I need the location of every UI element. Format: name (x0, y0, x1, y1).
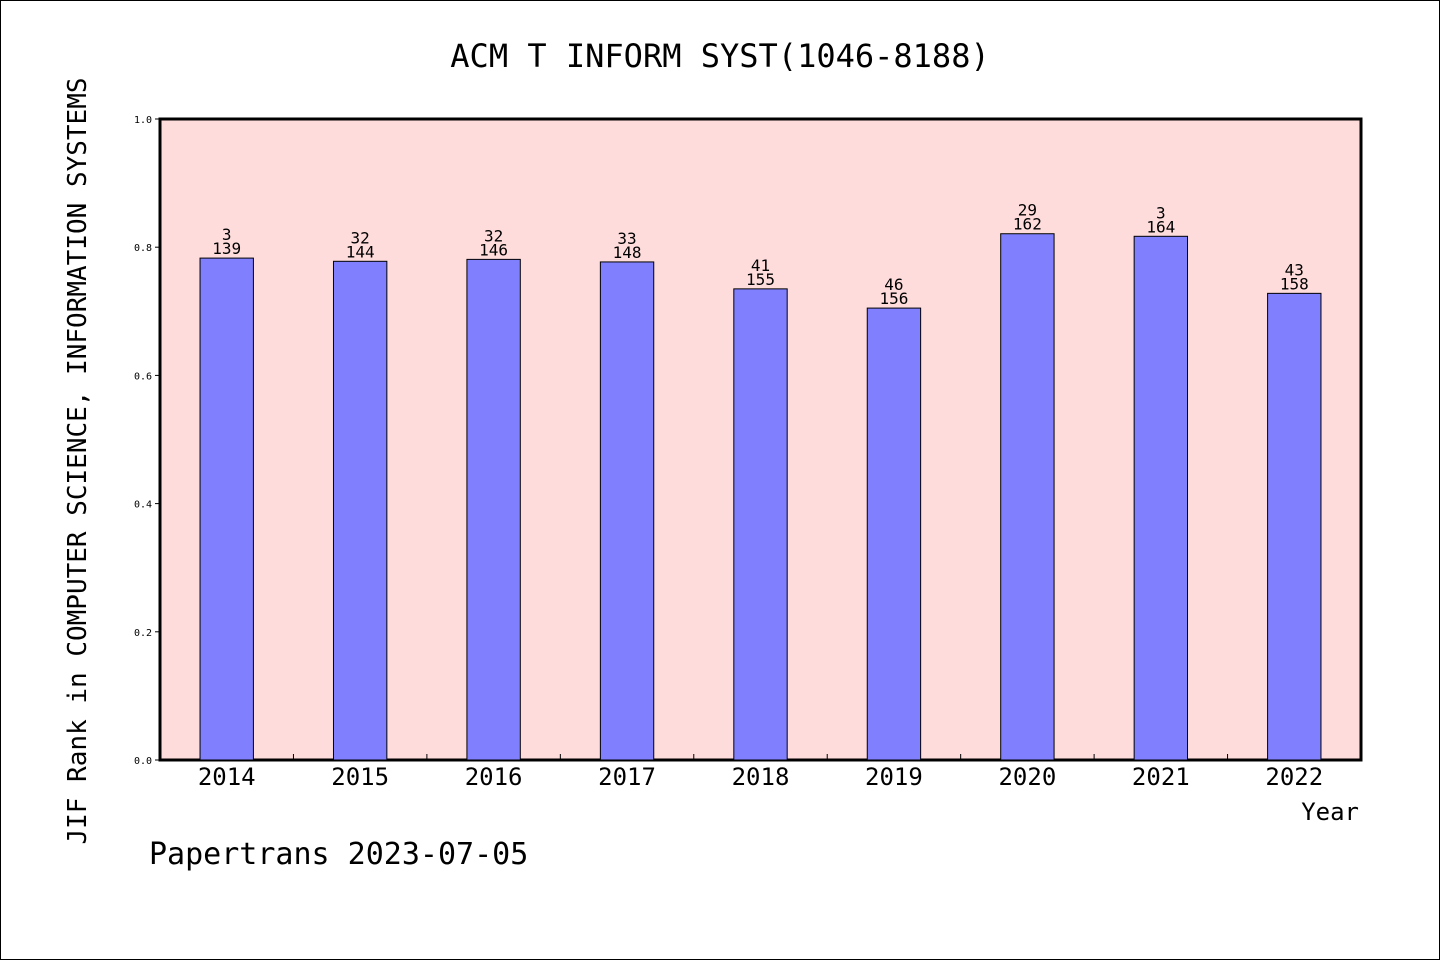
x-tick-label: 2019 (865, 763, 923, 791)
y-tick-label: 1.0 (134, 115, 152, 126)
y-axis-label: JIF Rank in COMPUTER SCIENCE, INFORMATIO… (63, 77, 93, 844)
rank-label: 3 (1156, 203, 1166, 222)
rank-label: 32 (484, 226, 503, 245)
y-tick-label: 0.8 (134, 243, 152, 254)
y-tick-label: 0.2 (134, 628, 152, 639)
rank-label: 32 (351, 228, 370, 247)
total-label: 158 (1280, 274, 1309, 293)
bar-2014 (199, 257, 254, 761)
bar-2018 (733, 288, 788, 761)
y-tick-label: 0.0 (134, 756, 152, 767)
x-tick-label: 2014 (198, 763, 256, 791)
total-label: 144 (346, 242, 375, 261)
x-tick-label: 2018 (732, 763, 790, 791)
y-tick-label: 0.4 (134, 500, 152, 511)
x-tick-label: 2017 (598, 763, 656, 791)
rank-label: 3 (222, 225, 232, 244)
footer-watermark: Papertrans 2023-07-05 (149, 837, 528, 872)
bar-2020 (1000, 233, 1055, 761)
total-label: 164 (1146, 217, 1175, 236)
chart-title: ACM T INFORM SYST(1046-8188) (450, 37, 989, 75)
bar-2016 (466, 258, 521, 761)
rank-label: 33 (617, 229, 636, 248)
x-axis-label: Year (1301, 798, 1359, 826)
bar-2015 (332, 260, 388, 761)
total-label: 148 (613, 243, 642, 262)
rank-label: 43 (1285, 260, 1304, 279)
y-tick-label: 0.6 (134, 371, 152, 382)
total-label: 162 (1013, 215, 1042, 234)
x-tick-label: 2020 (998, 763, 1056, 791)
bar-2019 (866, 307, 922, 761)
bar-2021 (1133, 235, 1189, 761)
rank-label: 41 (751, 256, 770, 275)
total-label: 146 (479, 240, 508, 259)
x-tick-label: 2022 (1265, 763, 1323, 791)
y-axis: 0.0 0.2 0.4 0.6 0.8 1.0 (134, 115, 160, 767)
total-label: 155 (746, 270, 775, 289)
rank-label: 46 (884, 275, 903, 294)
x-tick-label: 2016 (465, 763, 523, 791)
x-tick-label: 2021 (1132, 763, 1190, 791)
x-axis: 2014 2015 2016 2017 2018 2019 2020 2021 2022 (198, 754, 1323, 791)
bar-2017 (599, 261, 655, 761)
bar-2022 (1267, 292, 1322, 761)
total-label: 156 (879, 289, 908, 308)
x-tick-label: 2015 (331, 763, 389, 791)
rank-label: 29 (1018, 201, 1037, 220)
bar-series (199, 233, 1322, 761)
total-label: 139 (212, 239, 241, 258)
